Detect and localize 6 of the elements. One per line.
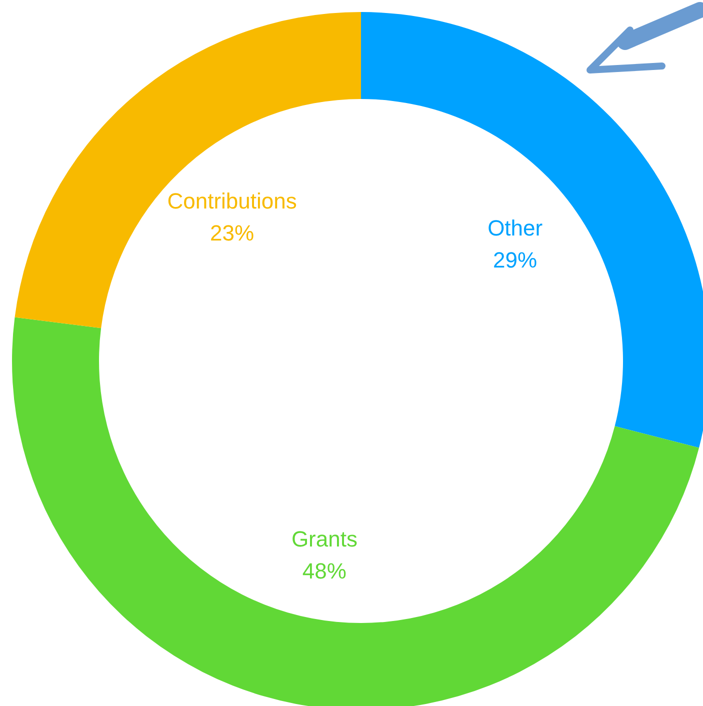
slice-label: Contributions (167, 188, 297, 214)
slice-label: Grants (291, 526, 358, 552)
slice-label: Other (488, 215, 543, 240)
data-label: 29% (493, 247, 538, 272)
data-label: 48% (302, 558, 346, 584)
data-label: 23% (210, 220, 254, 246)
